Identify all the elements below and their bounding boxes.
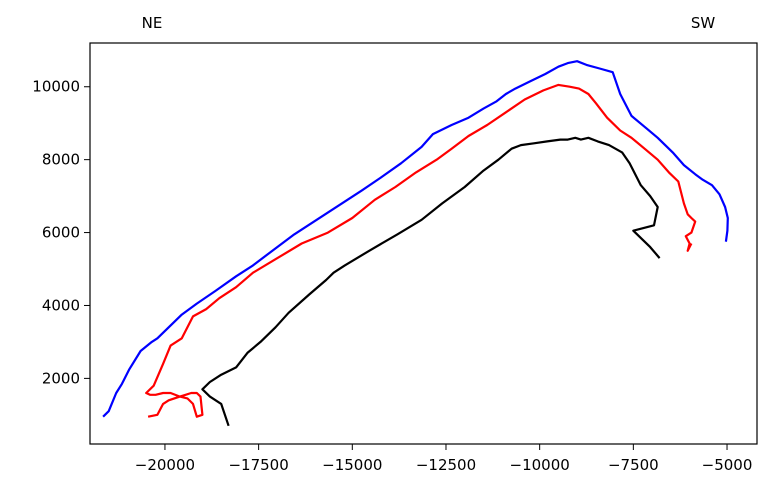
x-tick-label: −15000 <box>322 456 382 474</box>
y-tick-label: 8000 <box>42 151 80 169</box>
x-tick-label: −5000 <box>702 456 753 474</box>
y-tick-label: 6000 <box>42 224 80 242</box>
axes-frame <box>89 42 758 445</box>
x-tick-label: −10000 <box>510 456 570 474</box>
corner-label-ne: NE <box>142 14 163 32</box>
x-axis: −20000 −17500 −15000 −12500 −10000 −7500 −5000 <box>135 444 753 474</box>
series-line-1 <box>102 60 729 418</box>
y-tick-label: 10000 <box>32 78 80 96</box>
series-line-2 <box>145 83 697 418</box>
corner-label-sw: SW <box>691 14 716 32</box>
x-tick-label: −7500 <box>608 456 659 474</box>
x-tick-label: −12500 <box>416 456 476 474</box>
y-axis: 2000 4000 6000 8000 10000 <box>32 78 90 387</box>
plot-lines <box>102 60 729 427</box>
y-tick-label: 2000 <box>42 369 80 387</box>
y-tick-label: 4000 <box>42 296 80 314</box>
x-tick-label: −17500 <box>228 456 288 474</box>
x-tick-label: −20000 <box>135 456 195 474</box>
series-line-3 <box>201 136 661 427</box>
